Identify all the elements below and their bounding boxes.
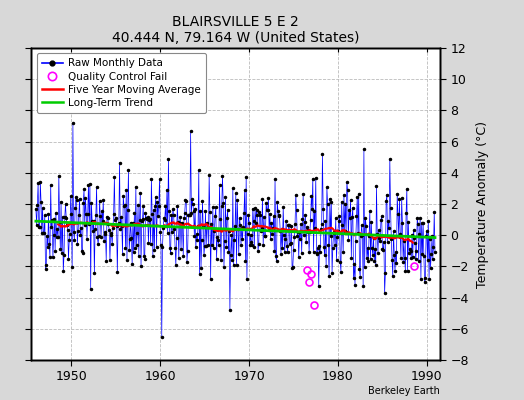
Text: Berkeley Earth: Berkeley Earth bbox=[368, 386, 440, 396]
Y-axis label: Temperature Anomaly (°C): Temperature Anomaly (°C) bbox=[476, 120, 489, 288]
Legend: Raw Monthly Data, Quality Control Fail, Five Year Moving Average, Long-Term Tren: Raw Monthly Data, Quality Control Fail, … bbox=[37, 53, 206, 113]
Title: BLAIRSVILLE 5 E 2
40.444 N, 79.164 W (United States): BLAIRSVILLE 5 E 2 40.444 N, 79.164 W (Un… bbox=[112, 15, 359, 46]
